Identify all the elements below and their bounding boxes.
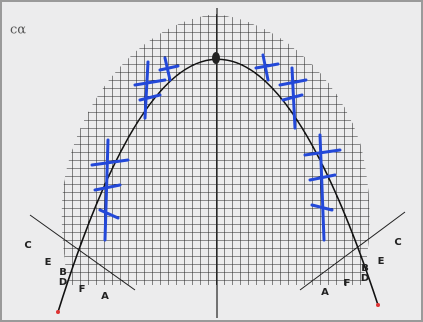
right-end (376, 303, 380, 307)
point-label: F (344, 278, 351, 289)
corner-note: cα (10, 23, 26, 38)
point-label: E (45, 257, 52, 268)
page: cα CEBDFAAFBDEC (() => { const data = JS… (0, 0, 423, 322)
point-label: A (101, 291, 109, 302)
point-label: A (321, 287, 329, 298)
apex-mark (212, 52, 220, 64)
point-label: F (79, 284, 86, 295)
arch-diagram: cα CEBDFAAFBDEC (0, 0, 423, 322)
point-label: E (378, 256, 385, 267)
point-label: C (394, 237, 401, 248)
point-label: C (24, 240, 31, 251)
point-label: D (361, 273, 369, 284)
point-label: D (59, 277, 67, 288)
left-end (56, 310, 60, 314)
